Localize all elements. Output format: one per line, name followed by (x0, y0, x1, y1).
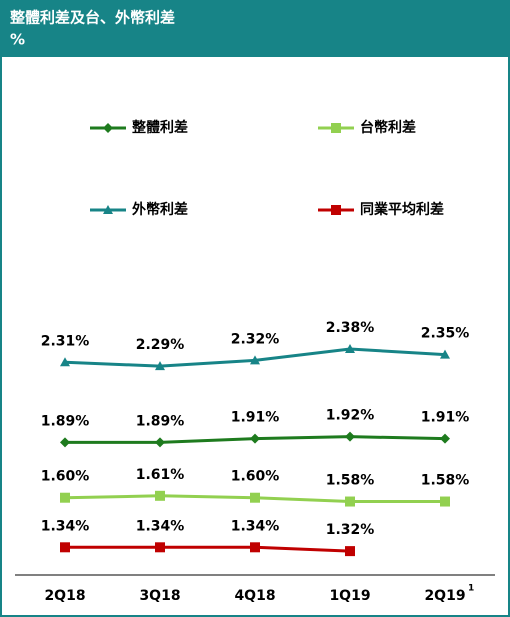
data-label: 1.91% (231, 410, 280, 426)
data-point (250, 492, 260, 503)
data-label: 2.35% (421, 326, 470, 342)
data-point (60, 437, 70, 448)
data-point (60, 357, 70, 367)
data-point (440, 496, 450, 507)
data-point (155, 361, 165, 371)
data-label: 1.32% (326, 522, 375, 538)
legend-label: 同業平均利差 (360, 201, 444, 218)
x-tick-label: 2Q19 (424, 588, 465, 604)
x-tick-label: 3Q18 (139, 588, 180, 604)
data-label: 1.89% (136, 413, 185, 429)
data-point (345, 343, 355, 353)
data-point (155, 437, 165, 448)
data-label: 2.31% (41, 333, 90, 349)
data-label: 1.34% (41, 518, 90, 534)
data-label: 2.29% (136, 337, 185, 353)
legend-marker (103, 123, 113, 133)
x-tick-note: 1 (468, 584, 474, 594)
chart-subtitle: % (10, 31, 25, 49)
data-point (250, 355, 260, 365)
data-label: 1.92% (326, 408, 375, 424)
data-point (60, 492, 70, 503)
x-tick-label: 4Q18 (234, 588, 275, 604)
data-label: 1.60% (41, 469, 90, 485)
data-point (345, 546, 355, 557)
data-point (60, 542, 70, 553)
data-label: 1.58% (326, 473, 375, 489)
legend-label: 整體利差 (131, 119, 188, 136)
series-line (65, 545, 351, 553)
data-point (440, 433, 450, 444)
data-point (250, 433, 260, 444)
data-label: 1.89% (41, 413, 90, 429)
legend-marker (331, 123, 341, 133)
legend-marker (331, 205, 341, 215)
data-label: 2.32% (231, 331, 280, 347)
chart-title: 整體利差及台、外幣利差 (10, 9, 175, 27)
legend-marker (103, 205, 113, 214)
data-point (250, 542, 260, 553)
x-tick-label: 2Q18 (44, 588, 85, 604)
data-point (440, 349, 450, 359)
data-point (345, 431, 355, 442)
data-label: 1.58% (421, 473, 470, 489)
header (0, 0, 510, 57)
x-tick-label: 1Q19 (329, 588, 370, 604)
legend-label: 外幣利差 (132, 201, 188, 218)
data-label: 1.34% (136, 518, 185, 534)
data-label: 2.38% (326, 320, 375, 336)
data-point (345, 496, 355, 507)
data-label: 1.91% (421, 410, 470, 426)
data-point (155, 542, 165, 553)
data-label: 1.60% (231, 469, 280, 485)
data-point (155, 490, 165, 501)
data-label: 1.61% (136, 467, 185, 483)
data-label: 1.34% (231, 518, 280, 534)
legend-label: 台幣利差 (360, 119, 416, 136)
